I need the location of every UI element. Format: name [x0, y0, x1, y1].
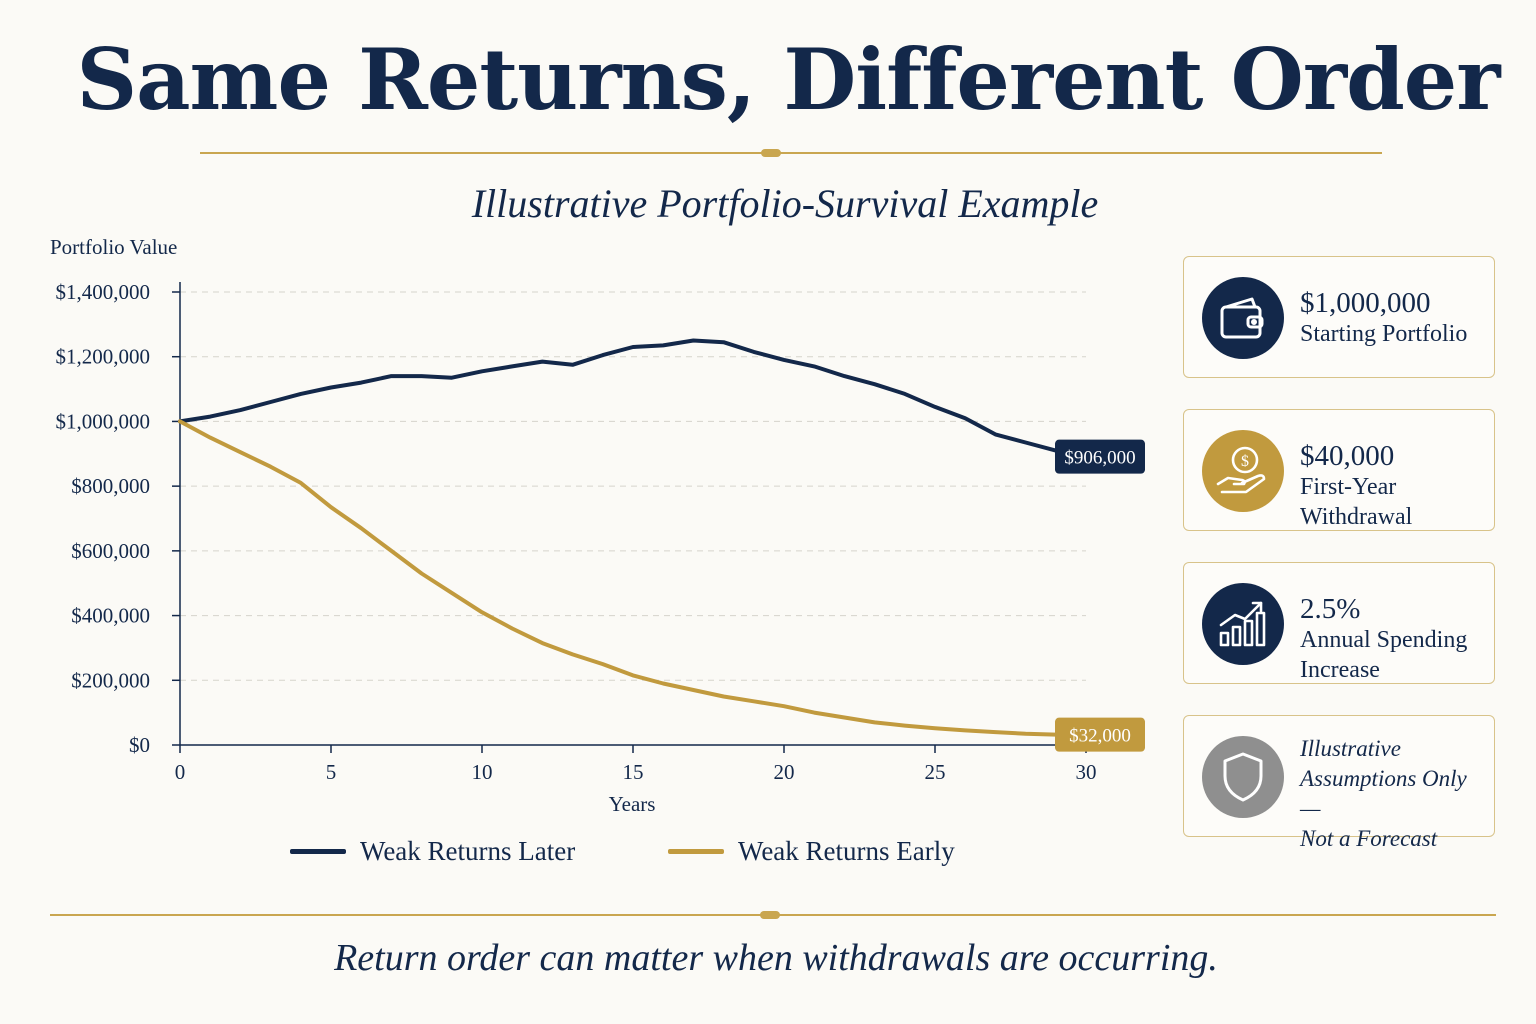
end-value-label: $906,000 [1064, 448, 1135, 469]
y-tick-label: $600,000 [71, 539, 150, 563]
first-year-withdrawal-card: $ $40,000 First-Year Withdrawal [1183, 409, 1495, 531]
legend-swatch-navy [290, 849, 346, 854]
y-tick-label: $1,400,000 [56, 280, 151, 304]
starting-portfolio-card: $1,000,000 Starting Portfolio [1183, 256, 1495, 378]
withdrawal-label-line2: Withdrawal [1300, 504, 1413, 530]
withdrawal-label-line1: First-Year [1300, 474, 1397, 500]
x-tick-label: 20 [774, 760, 795, 784]
starting-portfolio-label: Starting Portfolio [1300, 321, 1468, 347]
legend-swatch-gold [668, 849, 724, 854]
withdrawal-value: $40,000 [1300, 440, 1395, 472]
x-tick-label: 5 [326, 760, 337, 784]
hand-dollar-icon: $ [1202, 430, 1284, 512]
x-axis-label: Years [609, 792, 656, 816]
y-tick-label: $200,000 [71, 668, 150, 692]
series-line-weak-returns-early [178, 419, 1058, 737]
spending-increase-card: 2.5% Annual Spending Increase [1183, 562, 1495, 684]
disclaimer-line1: Illustrative [1300, 736, 1401, 761]
portfolio-line-chart: $0 $200,000 $400,000 $600,000 $800,000 $1,000… [56, 280, 1145, 816]
starting-portfolio-value: $1,000,000 [1300, 287, 1431, 319]
y-tick-label: $0 [129, 733, 150, 757]
y-tick-label: $1,200,000 [56, 345, 151, 369]
shield-icon [1202, 736, 1284, 818]
legend-item-weak-returns-early: Weak Returns Early [668, 836, 955, 867]
disclaimer-card: Illustrative Assumptions Only — Not a Fo… [1183, 715, 1495, 851]
series-line-weak-returns-later [178, 338, 1076, 460]
spending-increase-value: 2.5% [1300, 593, 1361, 625]
spending-increase-label-line2: Increase [1300, 657, 1380, 683]
end-value-badge [1055, 717, 1145, 752]
disclaimer-line3: Not a Forecast [1300, 826, 1438, 851]
top-divider [200, 149, 1382, 157]
y-tick-label: $400,000 [71, 604, 150, 628]
x-tick-label: 15 [623, 760, 644, 784]
svg-text:$: $ [1241, 453, 1249, 470]
y-tick-label: $1,000,000 [56, 409, 151, 433]
y-tick-label: $800,000 [71, 474, 150, 498]
legend-label-early: Weak Returns Early [738, 836, 955, 866]
bottom-divider [50, 911, 1496, 919]
spending-increase-label-line1: Annual Spending [1300, 627, 1468, 653]
end-value-label: $32,000 [1069, 726, 1131, 747]
divider-ornament [760, 911, 780, 919]
chart-subtitle: Illustrative Portfolio-Survival Example [471, 181, 1099, 226]
growth-chart-icon [1202, 583, 1284, 665]
page-title: Same Returns, Different Order [76, 30, 1500, 129]
disclaimer-line2: Assumptions Only — [1300, 766, 1467, 821]
footer-caption: Return order can matter when withdrawals… [334, 937, 1218, 979]
end-value-badge [1055, 439, 1145, 474]
x-tick-label: 30 [1076, 760, 1097, 784]
wallet-icon [1202, 277, 1284, 359]
x-tick-label: 10 [472, 760, 493, 784]
y-axis-label: Portfolio Value [50, 235, 178, 259]
divider-ornament [761, 149, 781, 157]
legend-item-weak-returns-later: Weak Returns Later [290, 836, 575, 867]
legend-label-later: Weak Returns Later [360, 836, 576, 866]
x-tick-label: 25 [925, 760, 946, 784]
x-tick-label: 0 [175, 760, 186, 784]
